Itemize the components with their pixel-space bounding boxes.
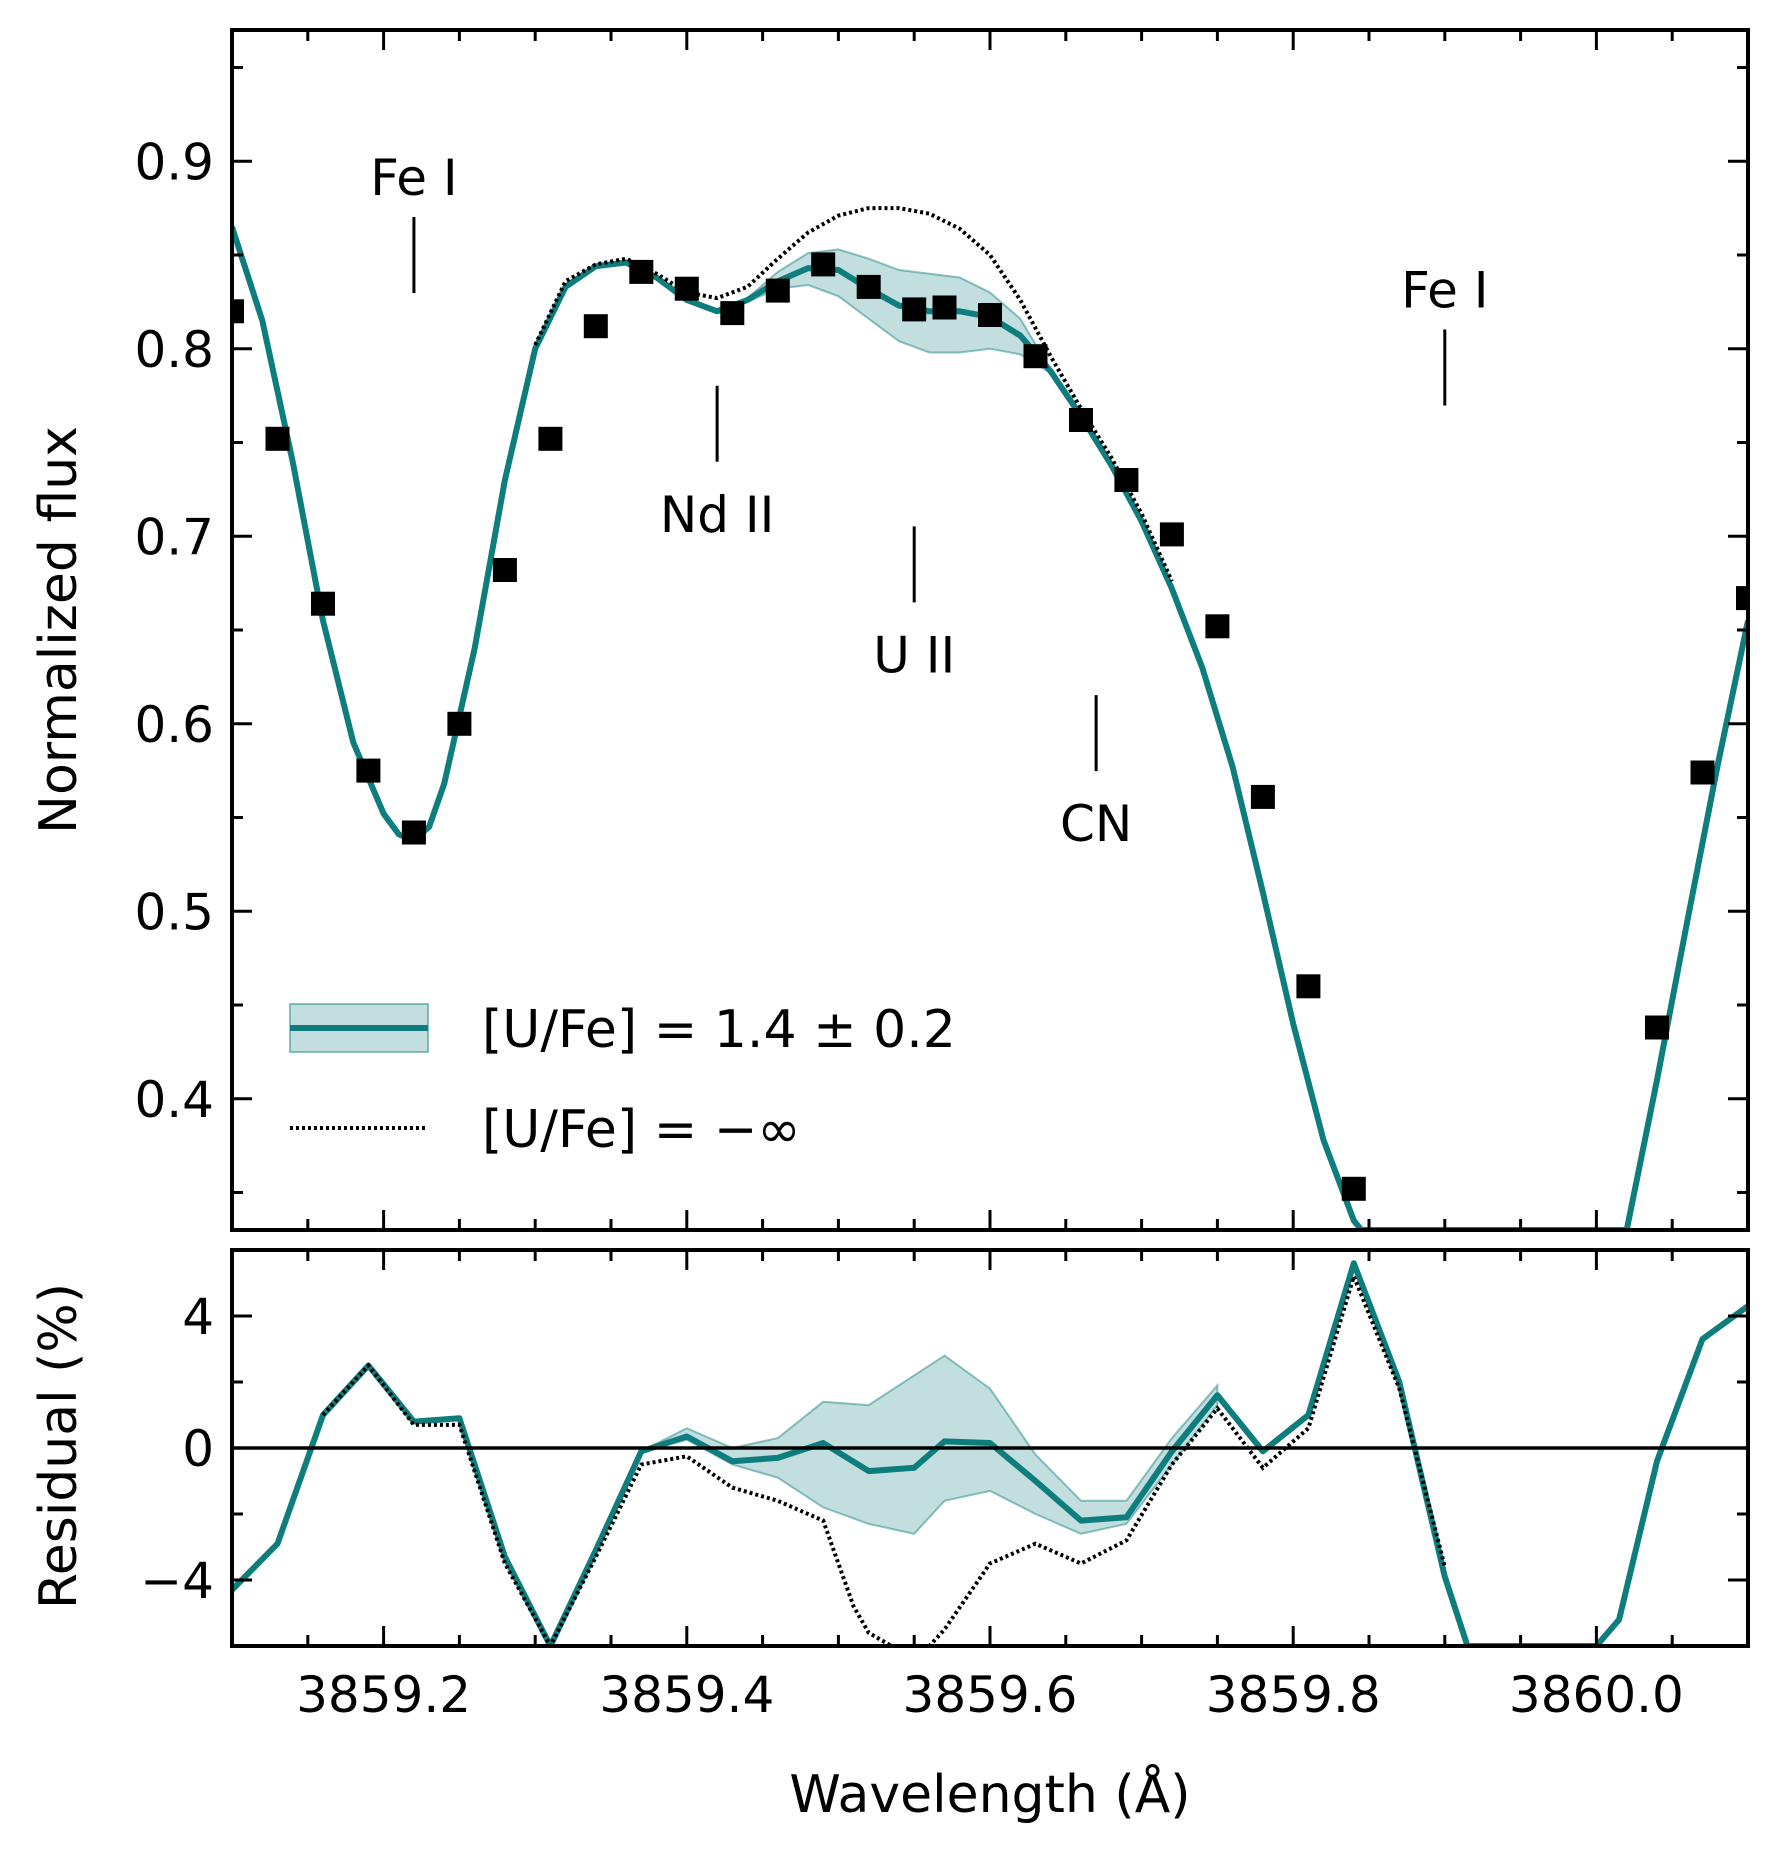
legend-entry-no-uranium: [U/Fe] = −∞ xyxy=(482,1100,801,1160)
residual-panel-frame xyxy=(230,1248,1750,1648)
observed-point xyxy=(1205,614,1230,639)
observed-point xyxy=(492,558,517,582)
y-tick-label: 0.5 xyxy=(134,883,214,941)
observed-point xyxy=(1736,586,1748,611)
x-tick-label: 3860.0 xyxy=(1509,1666,1684,1724)
x-tick-label: 3859.4 xyxy=(599,1666,774,1724)
observed-point xyxy=(356,758,381,783)
observed-point xyxy=(1250,784,1275,809)
observed-point xyxy=(1690,760,1715,785)
y-tick-label: 0.4 xyxy=(134,1071,214,1129)
y-tick-label: 0.6 xyxy=(134,696,214,754)
residual-y-axis-label: Residual (%) xyxy=(29,1283,89,1609)
observed-point xyxy=(629,259,654,284)
observed-point xyxy=(265,426,290,451)
x-tick-label: 3859.2 xyxy=(296,1666,471,1724)
y-tick-label: 0 xyxy=(182,1420,214,1478)
y-tick-label: 0.7 xyxy=(134,508,214,566)
observed-point xyxy=(902,297,927,322)
legend-entry-fit: [U/Fe] = 1.4 ± 0.2 xyxy=(482,1000,956,1060)
x-tick-label: 3859.6 xyxy=(903,1666,1078,1724)
observed-point xyxy=(932,295,957,320)
observed-point xyxy=(1341,1176,1366,1201)
flux-y-axis-label: Normalized flux xyxy=(29,426,89,834)
observed-point xyxy=(1023,344,1048,369)
line-id-label: Nd II xyxy=(660,486,775,544)
observed-point xyxy=(765,278,790,303)
x-axis-label: Wavelength (Å) xyxy=(789,1763,1190,1825)
residual-panel: 3859.2 3859.4 3859.6 3859.8 3860.0 −4 0 4 Resid… xyxy=(29,1248,1750,1825)
observed-point xyxy=(978,303,1002,327)
observed-point xyxy=(674,276,699,301)
observed-point xyxy=(811,252,836,277)
observed-point xyxy=(1645,1015,1669,1040)
y-tick-label: 0.9 xyxy=(134,133,214,191)
y-tick-label: 4 xyxy=(182,1288,214,1346)
observed-point xyxy=(1114,468,1139,492)
observed-point xyxy=(720,301,745,326)
line-id-label: U II xyxy=(873,626,955,684)
observed-point xyxy=(856,274,881,299)
y-tick-label: 0.8 xyxy=(134,321,214,379)
observed-point xyxy=(1159,522,1184,547)
line-id-label: Fe I xyxy=(370,149,457,207)
line-id-label: CN xyxy=(1060,795,1132,853)
legend: [U/Fe] = 1.4 ± 0.2 [U/Fe] = −∞ xyxy=(289,1000,956,1160)
observed-point xyxy=(232,299,244,324)
observed-point xyxy=(1296,974,1321,999)
residual-fit-line xyxy=(232,1260,1748,1646)
line-id-label: Fe I xyxy=(1401,262,1488,320)
observed-point xyxy=(401,820,426,845)
observed-point xyxy=(583,314,608,339)
observed-point xyxy=(311,591,335,616)
observed-point xyxy=(447,711,472,736)
x-tick-label: 3859.8 xyxy=(1206,1666,1381,1724)
flux-panel-frame xyxy=(230,28,1750,1232)
flux-panel: Fe I Nd II U II CN Fe I 0.4 0.5 0.6 0.7 0.8 0.9 [… xyxy=(29,28,1750,1232)
y-tick-label: −4 xyxy=(140,1552,214,1610)
residual-no-uranium-line xyxy=(321,1270,1447,1646)
observed-point xyxy=(1069,408,1093,432)
observed-point xyxy=(538,426,563,451)
